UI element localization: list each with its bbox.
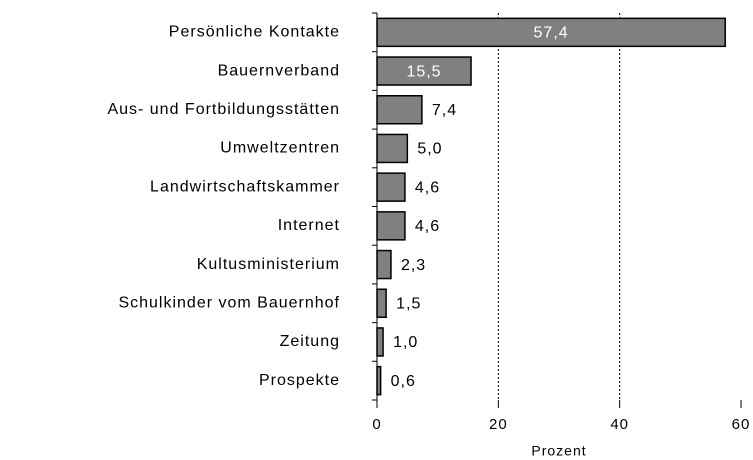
- bar: [376, 133, 409, 164]
- x-tick-label: 20: [489, 416, 508, 433]
- value-label: 4,6: [415, 179, 440, 196]
- bar: [376, 249, 392, 280]
- y-tick-label: Umweltzentren: [220, 140, 340, 157]
- bar: [376, 365, 382, 396]
- y-tick-label: Bauernverband: [218, 62, 340, 79]
- y-tick-label: Schulkinder vom Bauernhof: [118, 294, 340, 311]
- y-tick-label: Internet: [278, 217, 340, 234]
- bar: [376, 172, 406, 202]
- y-tick-label: Persönliche Kontakte: [169, 24, 340, 41]
- bar: [376, 17, 726, 48]
- value-label: 2,3: [401, 257, 426, 274]
- y-tick-label: Landwirtschaftskammer: [150, 178, 340, 195]
- y-tick-label: Aus- und Fortbildungsstätten: [107, 101, 340, 118]
- y-tick-label: Prospekte: [259, 372, 340, 389]
- x-tick-label: 60: [732, 416, 751, 433]
- bar: [376, 56, 472, 86]
- value-label: 5,0: [417, 141, 442, 158]
- value-label: 7,4: [432, 102, 457, 119]
- bar: [376, 327, 384, 357]
- value-label: 1,0: [393, 334, 418, 351]
- y-tick-label: Kultusministerium: [197, 256, 340, 273]
- value-label: 0,6: [391, 373, 416, 390]
- value-label: 1,5: [396, 295, 421, 312]
- value-label: 57,4: [534, 25, 569, 42]
- x-tick-label: 40: [610, 416, 629, 433]
- bar: [376, 211, 406, 241]
- bar: [376, 288, 387, 318]
- value-label: 15,5: [406, 63, 441, 80]
- x-axis-label: Prozent: [531, 443, 586, 459]
- x-tick-label: 0: [372, 416, 381, 433]
- y-tick-label: Zeitung: [280, 333, 340, 350]
- value-label: 4,6: [415, 218, 440, 235]
- bar: [376, 95, 423, 125]
